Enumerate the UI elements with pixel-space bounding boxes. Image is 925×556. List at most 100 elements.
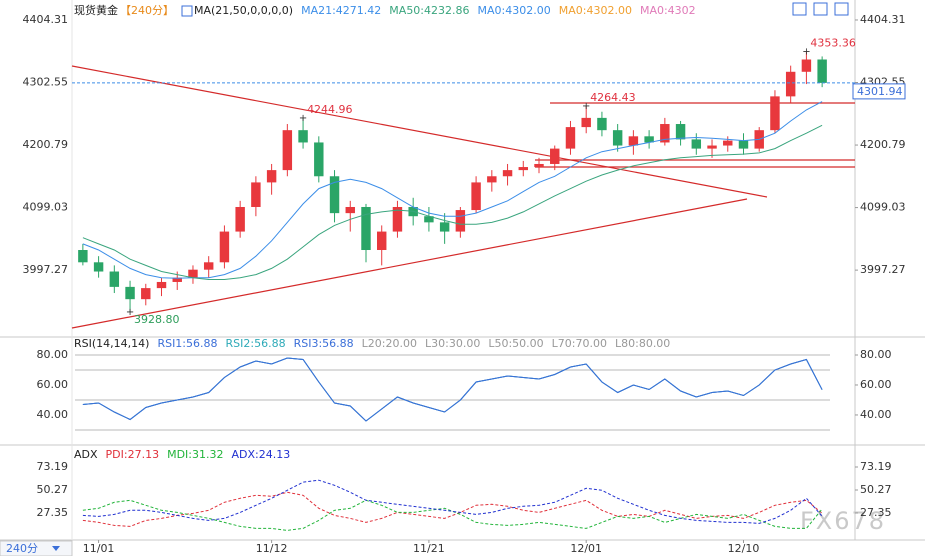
candle-body xyxy=(298,130,308,143)
candle-body xyxy=(392,206,403,232)
extreme-label: 3928.80 xyxy=(134,313,180,326)
candle-body xyxy=(534,163,544,168)
candle-body xyxy=(565,127,576,149)
indicator-icon xyxy=(181,5,193,17)
candle-body xyxy=(550,148,560,164)
legend-entry: MA21:4271.42 xyxy=(301,4,381,17)
candle-body xyxy=(628,136,639,146)
x-tick-label: 12/01 xyxy=(570,542,602,555)
trend-line xyxy=(71,198,748,329)
series-line xyxy=(82,499,823,531)
candle-body xyxy=(125,286,135,300)
candle-body xyxy=(156,281,167,289)
last-price-label: 4301.94 xyxy=(857,85,903,98)
candle-body xyxy=(172,277,182,282)
trend-line xyxy=(71,65,768,198)
legend-entry: RSI2:56.88 xyxy=(226,337,286,350)
last-price-box xyxy=(852,83,906,100)
candle-body xyxy=(581,117,591,128)
y-tick-label: 4404.31 xyxy=(23,13,69,26)
zoom-button[interactable] xyxy=(813,2,828,16)
chart-title: 现货黄金 xyxy=(74,3,118,17)
series-line xyxy=(82,479,823,524)
extreme-label: 4264.43 xyxy=(590,91,636,104)
dropdown-arrow xyxy=(52,546,60,551)
candle-body xyxy=(424,216,434,223)
x-tick-label: 11/12 xyxy=(256,542,288,555)
candle-body xyxy=(738,140,749,149)
candle-body xyxy=(141,288,151,300)
level-legend: L80:80.00 xyxy=(615,337,670,350)
candle-body xyxy=(675,124,686,140)
indicator-label: MA(21,50,0,0,0,0) xyxy=(194,4,293,17)
y-tick-label: 73.19 xyxy=(37,460,69,473)
y-tick-label: 4404.31 xyxy=(860,13,906,26)
y-tick-label: 27.35 xyxy=(860,506,892,519)
legend-entry: MA0:4302 xyxy=(640,4,696,17)
candle-body xyxy=(707,145,717,149)
y-tick-label: 4099.03 xyxy=(860,201,906,214)
y-tick-label: 50.27 xyxy=(37,483,69,496)
y-tick-label: 60.00 xyxy=(860,378,892,391)
candle-body xyxy=(109,271,120,287)
period-label: 【240分】 xyxy=(120,4,174,17)
level-legend: L50:50.00 xyxy=(488,337,543,350)
y-tick-label: 4200.79 xyxy=(23,138,69,151)
y-tick-label: 4099.03 xyxy=(23,201,69,214)
legend-entry: MDI:31.32 xyxy=(167,448,223,461)
candle-body xyxy=(78,250,88,263)
candle-body xyxy=(188,269,198,278)
candle-body xyxy=(203,262,214,270)
candle-body xyxy=(660,124,670,143)
candle-body xyxy=(93,262,104,272)
extreme-marker: + xyxy=(299,113,307,124)
zoom-button[interactable] xyxy=(792,2,807,16)
y-tick-label: 3997.27 xyxy=(23,263,69,276)
y-tick-label: 80.00 xyxy=(860,348,892,361)
candle-body xyxy=(502,170,513,177)
y-tick-label: 50.27 xyxy=(860,483,892,496)
candle-body xyxy=(612,130,623,146)
extreme-marker: + xyxy=(802,46,810,57)
candle-body xyxy=(518,167,528,171)
candle-body xyxy=(723,140,733,146)
candle-body xyxy=(644,136,654,143)
indicator-label: ADX xyxy=(74,448,98,461)
candle-body xyxy=(487,176,497,183)
period-footer: 240分 xyxy=(6,542,38,555)
candle-body xyxy=(471,182,481,211)
watermark: FX678 xyxy=(800,507,886,535)
series-line xyxy=(82,491,823,527)
y-tick-label: 73.19 xyxy=(860,460,892,473)
candle-body xyxy=(361,206,371,251)
y-tick-label: 60.00 xyxy=(37,378,69,391)
extreme-marker: + xyxy=(582,101,590,112)
level-legend: L30:30.00 xyxy=(425,337,480,350)
candle-body xyxy=(329,176,340,214)
legend-entry: ADX:24.13 xyxy=(231,448,290,461)
y-tick-label: 40.00 xyxy=(37,408,69,421)
x-tick-label: 11/21 xyxy=(413,542,445,555)
settings-button[interactable] xyxy=(834,2,849,16)
candle-body xyxy=(266,170,277,183)
y-tick-label: 80.00 xyxy=(37,348,69,361)
series-line xyxy=(82,357,823,422)
candle-body xyxy=(817,59,827,83)
extreme-label: 4353.36 xyxy=(810,36,856,49)
candle-body xyxy=(455,210,466,232)
indicator-label: RSI(14,14,14) xyxy=(74,337,149,350)
legend-entry: RSI1:56.88 xyxy=(157,337,217,350)
x-tick-label: 12/10 xyxy=(728,542,760,555)
y-tick-label: 27.35 xyxy=(37,506,69,519)
candle-body xyxy=(691,139,702,149)
period-selector[interactable] xyxy=(0,540,73,556)
extreme-label: 4244.96 xyxy=(307,103,353,116)
legend-entry: RSI3:56.88 xyxy=(294,337,354,350)
candle-body xyxy=(785,71,796,97)
candle-body xyxy=(377,231,387,251)
x-tick-label: 11/01 xyxy=(83,542,115,555)
candle-body xyxy=(801,59,812,72)
